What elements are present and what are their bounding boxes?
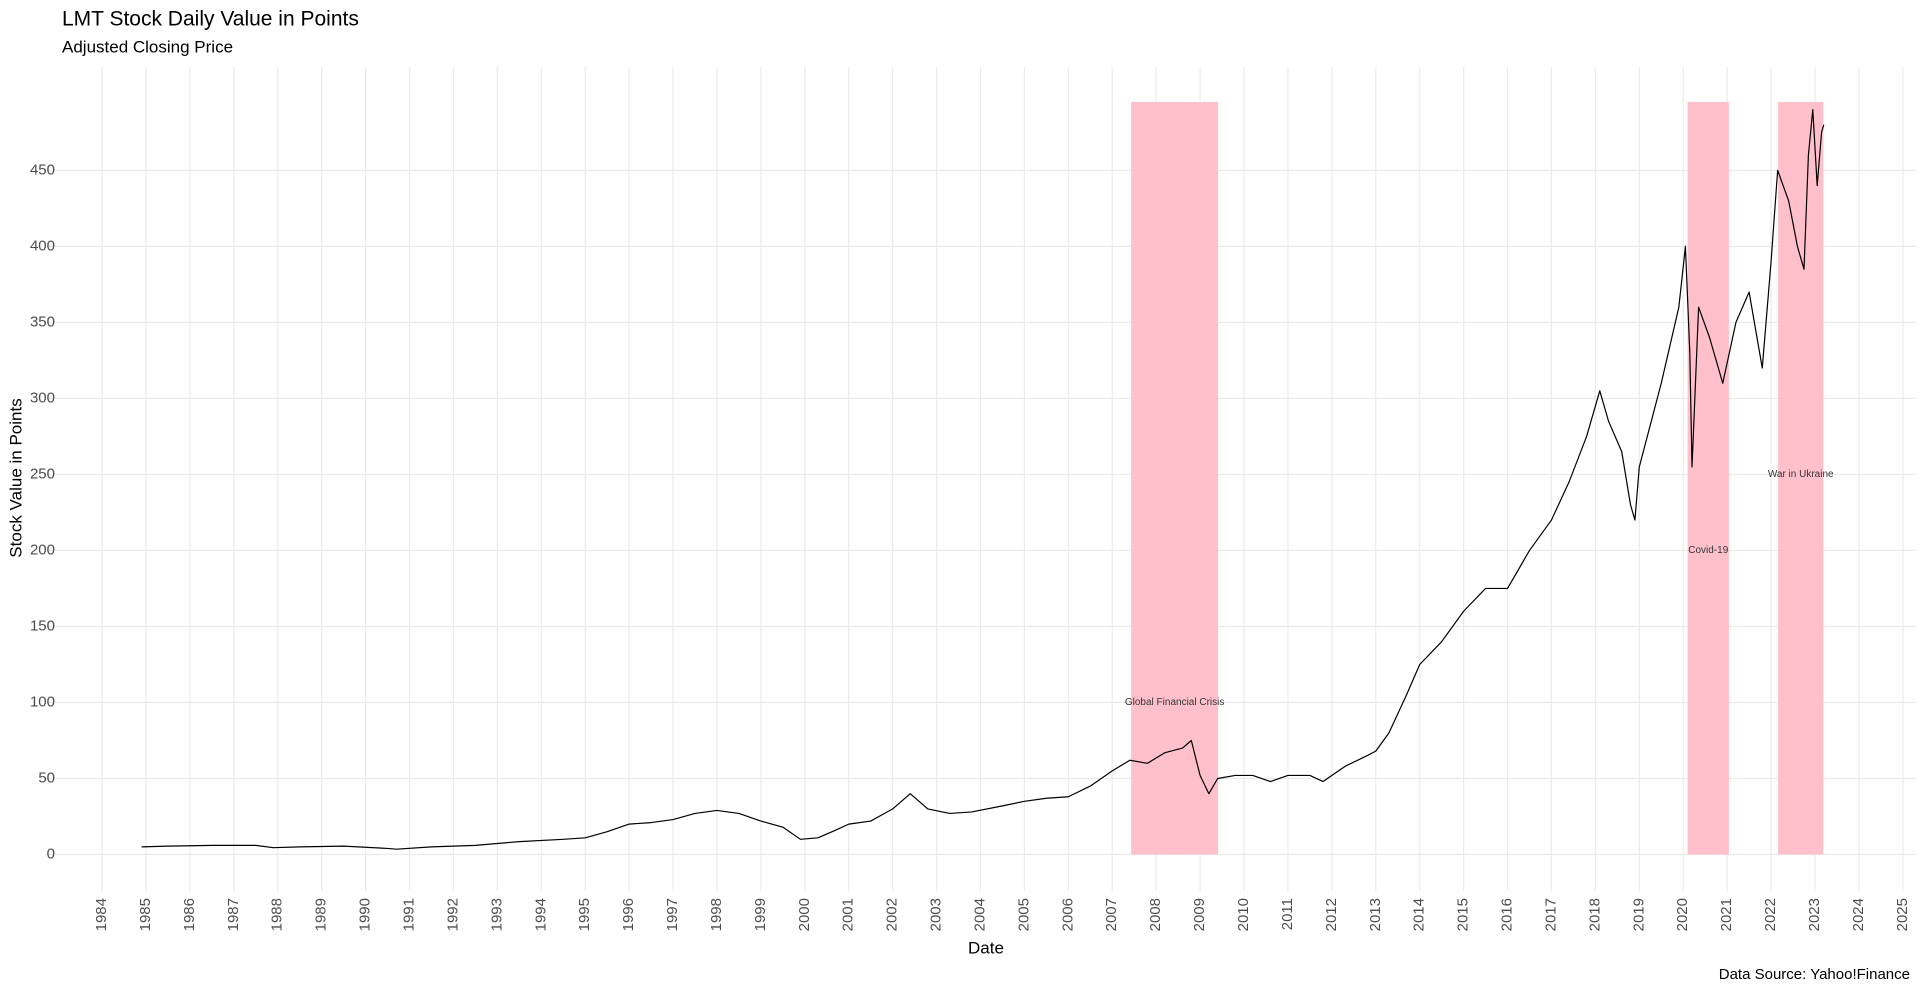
- price-line: [141, 108, 1825, 850]
- x-tick-label: 1995: [576, 898, 593, 931]
- x-tick-label: 2001: [840, 898, 857, 931]
- x-tick-label: 1984: [93, 898, 110, 931]
- x-tick-label: 2006: [1059, 898, 1076, 931]
- caption: Data Source: Yahoo!Finance: [1719, 966, 1910, 983]
- x-tick-label: 1992: [444, 898, 461, 931]
- y-tick-label: 300: [30, 389, 55, 406]
- x-tick-label: 2021: [1718, 898, 1735, 931]
- y-tick-label: 150: [30, 617, 55, 634]
- y-tick-label: 100: [30, 693, 55, 710]
- period-label: Global Financial Crisis: [1125, 697, 1224, 708]
- x-tick-label: 2015: [1455, 898, 1472, 931]
- x-tick-label: 2005: [1015, 898, 1032, 931]
- shaded-period: [1687, 101, 1729, 855]
- x-tick-label: 2022: [1762, 898, 1779, 931]
- x-tick-label: 2023: [1806, 898, 1823, 931]
- period-label: War in Ukraine: [1768, 469, 1834, 480]
- y-tick-label: 0: [47, 845, 55, 862]
- x-tick-label: 1986: [181, 898, 198, 931]
- x-tick-label: 2010: [1235, 898, 1252, 931]
- x-tick-label: 2020: [1674, 898, 1691, 931]
- x-tick-label: 1993: [488, 898, 505, 931]
- x-tick-label: 2000: [796, 898, 813, 931]
- y-tick-label: 350: [30, 313, 55, 330]
- x-tick-label: 2016: [1499, 898, 1516, 931]
- x-tick-label: 2024: [1850, 898, 1867, 931]
- x-tick-label: 1997: [664, 898, 681, 931]
- x-tick-label: 1994: [532, 898, 549, 931]
- x-tick-label: 2002: [884, 898, 901, 931]
- chart-title: LMT Stock Daily Value in Points: [62, 8, 359, 31]
- shaded-period: [1131, 101, 1219, 855]
- x-tick-label: 2011: [1279, 898, 1296, 930]
- x-tick-label: 1999: [752, 898, 769, 931]
- x-tick-label: 1987: [225, 898, 242, 931]
- x-tick-label: 1989: [313, 898, 330, 931]
- grid: [45, 67, 1916, 891]
- x-tick-label: 2012: [1323, 898, 1340, 931]
- y-tick-label: 250: [30, 465, 55, 482]
- shaded-period: [1778, 101, 1824, 855]
- x-axis-title: Date: [968, 938, 1004, 957]
- x-tick-label: 2019: [1630, 898, 1647, 931]
- y-tick-label: 50: [38, 769, 55, 786]
- period-label: Covid-19: [1688, 545, 1728, 556]
- y-axis-title: Stock Value in Points: [6, 398, 25, 557]
- x-tick-label: 1988: [269, 898, 286, 931]
- x-tick-label: 2004: [971, 898, 988, 931]
- data-marks: [141, 108, 1825, 850]
- x-tick-label: 1990: [357, 898, 374, 931]
- x-tick-label: 1991: [401, 898, 418, 931]
- chart-subtitle: Adjusted Closing Price: [62, 37, 233, 56]
- x-tick-label: 2008: [1147, 898, 1164, 931]
- x-tick-label: 2018: [1586, 898, 1603, 931]
- x-tick-label: 1996: [620, 898, 637, 931]
- x-tick-label: 2003: [928, 898, 945, 931]
- x-tick-label: 2025: [1894, 898, 1911, 931]
- x-tick-label: 2007: [1103, 898, 1120, 931]
- x-tick-label: 2017: [1542, 898, 1559, 931]
- x-tick-label: 1985: [137, 898, 154, 931]
- y-tick-label: 400: [30, 237, 55, 254]
- labels: 0 50 100 150 200 250 300 350 400 450 1984 1985 1986 1…: [30, 161, 1911, 931]
- y-tick-label: 450: [30, 161, 55, 178]
- x-tick-label: 2014: [1411, 898, 1428, 931]
- y-tick-label: 200: [30, 541, 55, 558]
- x-tick-label: 2009: [1191, 898, 1208, 931]
- x-tick-label: 2013: [1367, 898, 1384, 931]
- x-tick-label: 1998: [708, 898, 725, 931]
- shaded-periods: [1131, 101, 1824, 855]
